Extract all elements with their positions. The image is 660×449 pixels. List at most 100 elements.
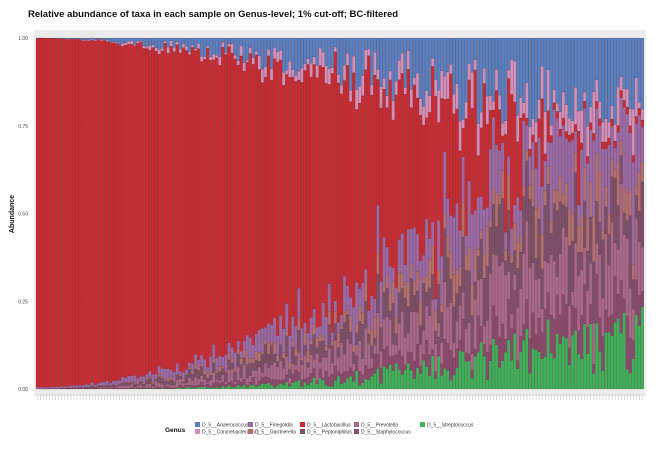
bar-segment bbox=[570, 139, 575, 214]
bar-segment bbox=[306, 377, 310, 385]
bar-segment bbox=[145, 377, 149, 380]
bar-segment bbox=[42, 38, 46, 388]
bar-segment bbox=[282, 379, 286, 385]
bar-segment bbox=[224, 52, 228, 55]
bar-segment bbox=[552, 318, 556, 359]
bar-segment bbox=[270, 68, 274, 81]
bar-segment bbox=[342, 322, 347, 355]
bar-segment bbox=[358, 103, 362, 289]
bar-segment bbox=[616, 249, 620, 295]
bar-segment bbox=[504, 274, 508, 340]
bar-segment bbox=[464, 361, 468, 390]
bar-segment bbox=[181, 47, 185, 373]
bar-segment bbox=[297, 352, 301, 373]
bar-segment bbox=[461, 318, 465, 352]
bar-segment bbox=[613, 169, 617, 178]
bar-segment bbox=[309, 344, 313, 355]
bar-segment bbox=[327, 348, 331, 377]
bar-segment bbox=[69, 39, 73, 386]
bar-segment bbox=[121, 46, 125, 377]
bar-segment bbox=[148, 388, 152, 390]
bar-segment bbox=[203, 59, 207, 360]
bar-segment bbox=[482, 344, 486, 357]
bar-segment bbox=[48, 386, 52, 389]
bar-segment bbox=[367, 310, 371, 327]
bar-segment bbox=[273, 58, 277, 318]
bar-segment bbox=[294, 81, 298, 327]
bar-segment bbox=[415, 343, 420, 368]
bar-segment bbox=[601, 370, 605, 390]
bar-segment bbox=[273, 361, 277, 380]
bar-segment bbox=[540, 66, 544, 99]
bar-segment bbox=[352, 352, 356, 364]
bar-segment bbox=[294, 37, 298, 76]
bar-segment bbox=[543, 190, 547, 206]
bar-segment bbox=[616, 318, 620, 390]
bar-segment bbox=[409, 107, 413, 229]
bar-segment bbox=[169, 387, 173, 389]
bar-segment bbox=[577, 225, 581, 253]
bar-segment bbox=[254, 386, 258, 390]
bar-segment bbox=[66, 37, 70, 39]
bar-segment bbox=[346, 378, 350, 390]
bar-segment bbox=[373, 337, 377, 346]
bar-segment bbox=[352, 371, 356, 382]
bar-segment bbox=[379, 368, 383, 384]
bar-segment bbox=[458, 37, 462, 122]
bar-segment bbox=[458, 286, 462, 306]
bar-segment bbox=[437, 336, 441, 357]
bar-segment bbox=[297, 37, 301, 72]
bar-segment bbox=[601, 141, 605, 150]
bar-segment bbox=[440, 311, 444, 343]
bar-segment bbox=[406, 50, 410, 70]
bar-segment bbox=[510, 94, 514, 229]
bar-segment bbox=[330, 73, 334, 333]
bar-segment bbox=[190, 385, 195, 388]
bar-segment bbox=[224, 387, 228, 390]
bar-segment bbox=[488, 148, 492, 220]
bar-segment bbox=[93, 39, 97, 42]
bar-segment bbox=[279, 360, 283, 381]
bar-segment bbox=[567, 208, 572, 246]
bar-segment bbox=[263, 344, 268, 364]
bar-segment bbox=[333, 323, 337, 341]
bar-segment bbox=[570, 120, 575, 133]
bar-segment bbox=[625, 37, 629, 90]
bar-segment bbox=[391, 267, 395, 282]
bar-segment bbox=[403, 94, 407, 265]
bar-segment bbox=[422, 106, 426, 126]
bar-segment bbox=[133, 381, 137, 384]
bar-segment bbox=[181, 381, 185, 384]
bar-segment bbox=[63, 37, 67, 39]
bar-segment bbox=[488, 110, 492, 150]
bar-segment bbox=[181, 37, 185, 44]
bar-segment bbox=[564, 182, 568, 207]
bar-segment bbox=[215, 357, 219, 371]
bar-segment bbox=[519, 252, 523, 289]
bar-segment bbox=[285, 303, 289, 332]
bar-segment bbox=[534, 334, 538, 350]
bar-segment bbox=[403, 284, 407, 299]
bar-segment bbox=[616, 37, 620, 88]
bar-segment bbox=[242, 357, 246, 365]
bar-segment bbox=[99, 40, 103, 382]
bar-segment bbox=[455, 83, 459, 110]
bar-segment bbox=[288, 37, 292, 62]
bar-segment bbox=[595, 322, 599, 390]
bar-segment bbox=[81, 385, 85, 388]
bar-segment bbox=[339, 383, 344, 390]
bar-segment bbox=[124, 382, 128, 386]
bar-segment bbox=[81, 40, 85, 386]
bar-segment bbox=[175, 44, 179, 364]
bar-segment bbox=[373, 345, 377, 355]
bar-segment bbox=[428, 259, 432, 288]
bar-segment bbox=[504, 260, 508, 276]
bar-segment bbox=[604, 206, 608, 234]
bar-segment bbox=[160, 378, 164, 385]
bar-segment bbox=[525, 125, 529, 152]
bar-segment bbox=[449, 215, 453, 253]
bar-segment bbox=[175, 375, 179, 380]
bar-segment bbox=[35, 387, 40, 390]
bar-segment bbox=[406, 363, 410, 390]
bar-segment bbox=[400, 311, 404, 357]
